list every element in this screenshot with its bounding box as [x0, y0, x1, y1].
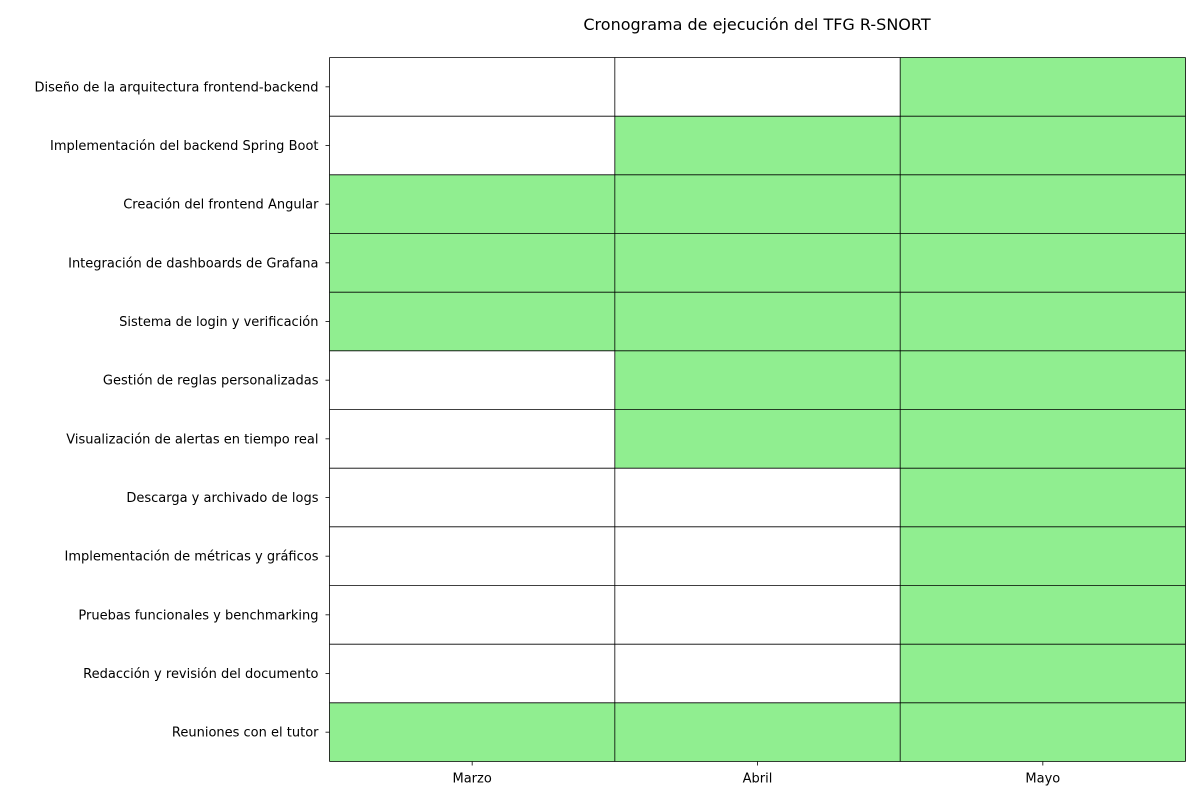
schedule-cell-r1-c2 [900, 116, 1186, 175]
schedule-cell-r0-c0 [329, 57, 615, 117]
schedule-cell-r10-c0 [329, 644, 615, 703]
schedule-cell-r2-c1 [614, 174, 901, 234]
row-label: Implementación del backend Spring Boot [50, 139, 318, 154]
schedule-cell-r11-c2 [900, 702, 1186, 762]
column-label: Marzo [453, 772, 492, 787]
cells-layer [329, 57, 1186, 762]
schedule-cell-r3-c1 [614, 233, 901, 293]
row-label: Integración de dashboards de Grafana [68, 256, 318, 271]
schedule-cell-r1-c0 [329, 116, 615, 175]
schedule-cell-r2-c0 [329, 174, 615, 234]
row-label: Implementación de métricas y gráficos [65, 550, 319, 565]
chart-title: Cronograma de ejecución del TFG R-SNORT [583, 15, 930, 34]
schedule-cell-r5-c2 [900, 350, 1186, 410]
row-labels: Diseño de la arquitectura frontend-backe… [34, 80, 330, 741]
column-label: Mayo [1025, 772, 1060, 787]
schedule-cell-r4-c1 [614, 292, 901, 351]
schedule-cell-r8-c1 [614, 526, 901, 586]
schedule-cell-r9-c1 [614, 585, 901, 645]
schedule-cell-r6-c1 [614, 409, 901, 469]
schedule-cell-r7-c0 [329, 468, 615, 527]
row-label: Reuniones con el tutor [172, 726, 319, 741]
schedule-cell-r3-c0 [329, 233, 615, 293]
schedule-cell-r9-c0 [329, 585, 615, 645]
schedule-cell-r4-c0 [329, 292, 615, 351]
row-label: Visualización de alertas en tiempo real [66, 432, 318, 447]
schedule-cell-r7-c2 [900, 468, 1186, 527]
schedule-cell-r11-c0 [329, 702, 615, 762]
schedule-cell-r0-c1 [614, 57, 901, 117]
column-labels: Marzo Abril Mayo [453, 761, 1060, 787]
schedule-cell-r10-c1 [614, 644, 901, 703]
grid-layer [329, 57, 1186, 762]
schedule-cell-r6-c0 [329, 409, 615, 469]
row-label: Sistema de login y verificación [119, 315, 318, 330]
schedule-cell-r6-c2 [900, 409, 1186, 469]
schedule-cell-r5-c1 [614, 350, 901, 410]
row-label: Redacción y revisión del documento [83, 667, 318, 682]
schedule-cell-r8-c2 [900, 526, 1186, 586]
schedule-cell-r2-c2 [900, 174, 1186, 234]
schedule-cell-r3-c2 [900, 233, 1186, 293]
schedule-cell-r1-c1 [614, 116, 901, 175]
schedule-cell-r11-c1 [614, 702, 901, 762]
row-label: Creación del frontend Angular [123, 198, 319, 213]
row-label: Gestión de reglas personalizadas [103, 374, 319, 389]
schedule-cell-r10-c2 [900, 644, 1186, 703]
schedule-cell-r8-c0 [329, 526, 615, 586]
row-label: Descarga y archivado de logs [126, 491, 318, 506]
row-label: Pruebas funcionales y benchmarking [78, 608, 318, 623]
schedule-cell-r5-c0 [329, 350, 615, 410]
row-label: Diseño de la arquitectura frontend-backe… [34, 80, 318, 95]
schedule-cell-r7-c1 [614, 468, 901, 527]
schedule-cell-r9-c2 [900, 585, 1186, 645]
schedule-cell-r4-c2 [900, 292, 1186, 351]
schedule-cell-r0-c2 [900, 57, 1186, 117]
column-label: Abril [743, 772, 773, 787]
